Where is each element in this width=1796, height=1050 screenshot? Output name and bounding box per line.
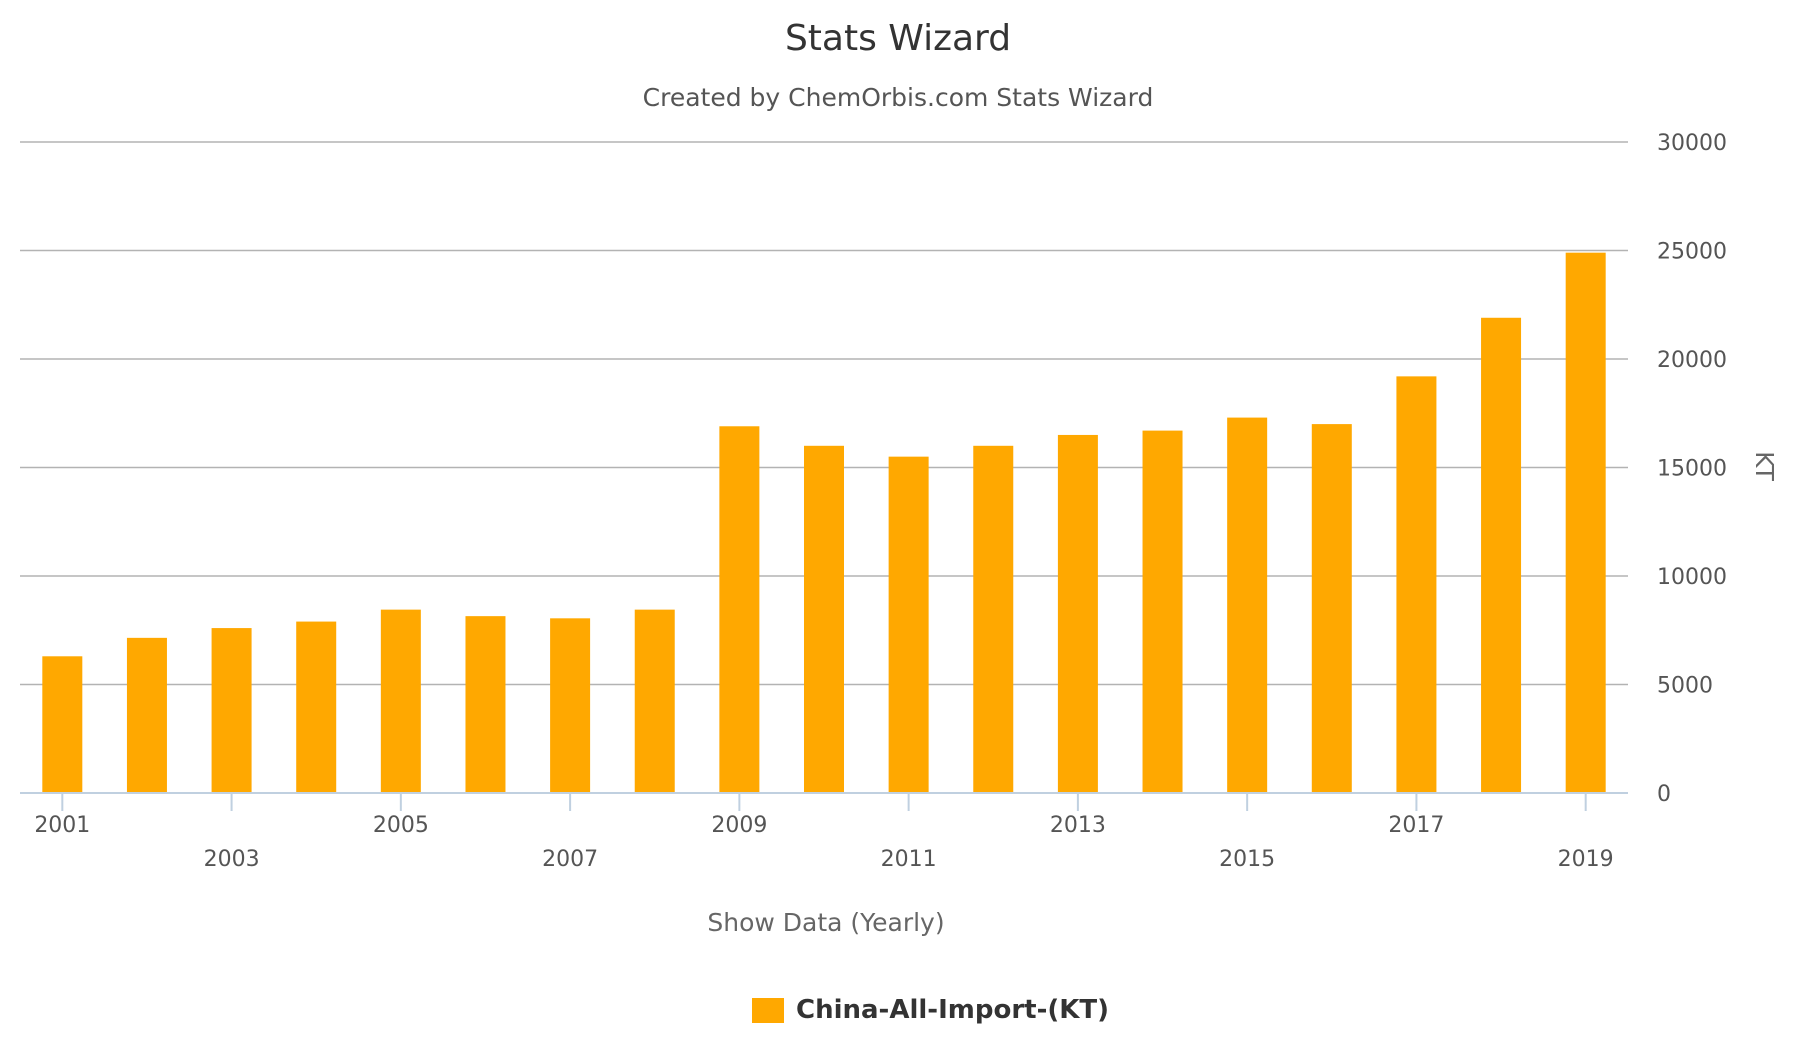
chart-title: Stats Wizard [785,18,1011,59]
x-tick-label: 2009 [711,813,767,838]
x-axis-title: Show Data (Yearly) [707,908,944,937]
bar-2012[interactable] [973,445,1014,793]
y-tick-label: 5000 [1657,674,1713,699]
legend-label: China-All-Import-(KT) [796,995,1109,1025]
y-tick-label: 15000 [1657,457,1727,482]
legend[interactable]: China-All-Import-(KT) [752,995,1109,1025]
bar-2001[interactable] [42,656,83,793]
x-tick-label: 2019 [1558,847,1614,872]
y-axis-ticks: 0 5000 10000 15000 20000 25000 30000 [1657,131,1727,807]
x-tick-label: 2005 [373,813,429,838]
x-tick-label: 2007 [542,847,598,872]
x-axis: 2001 2003 2005 2007 2009 2011 2013 2015 2017 2019 [20,792,1628,872]
x-tick-label: 2017 [1388,813,1444,838]
bar-2011[interactable] [888,456,929,793]
bars [42,252,1606,794]
x-tick-label: 2003 [204,847,260,872]
x-tick-label: 2013 [1050,813,1106,838]
bar-2010[interactable] [804,445,844,793]
bar-2005[interactable] [380,609,421,793]
bar-2003[interactable] [211,628,252,793]
chart-subtitle: Created by ChemOrbis.com Stats Wizard [643,83,1154,112]
y-tick-label: 30000 [1657,131,1727,156]
bar-2013[interactable] [1057,434,1098,793]
bar-2004[interactable] [296,621,337,793]
bar-2017[interactable] [1396,376,1437,793]
bar-2014[interactable] [1142,430,1183,793]
bar-2002[interactable] [126,637,167,793]
bar-2015[interactable] [1227,417,1268,793]
x-tick-label: 2001 [34,813,90,838]
bar-2008[interactable] [634,609,675,793]
y-tick-label: 20000 [1657,348,1727,373]
y-tick-label: 0 [1657,782,1671,807]
legend-swatch [752,998,784,1023]
x-tick-label: 2015 [1219,847,1275,872]
bar-2016[interactable] [1311,424,1352,793]
y-axis-title: KT [1750,451,1779,481]
y-tick-label: 10000 [1657,565,1727,590]
bar-2007[interactable] [550,618,591,793]
y-tick-label: 25000 [1657,240,1727,265]
bar-2019[interactable] [1565,252,1606,794]
bar-2018[interactable] [1481,317,1522,793]
bar-2009[interactable] [719,426,760,793]
x-tick-label: 2011 [881,847,937,872]
bar-2006[interactable] [465,616,506,793]
